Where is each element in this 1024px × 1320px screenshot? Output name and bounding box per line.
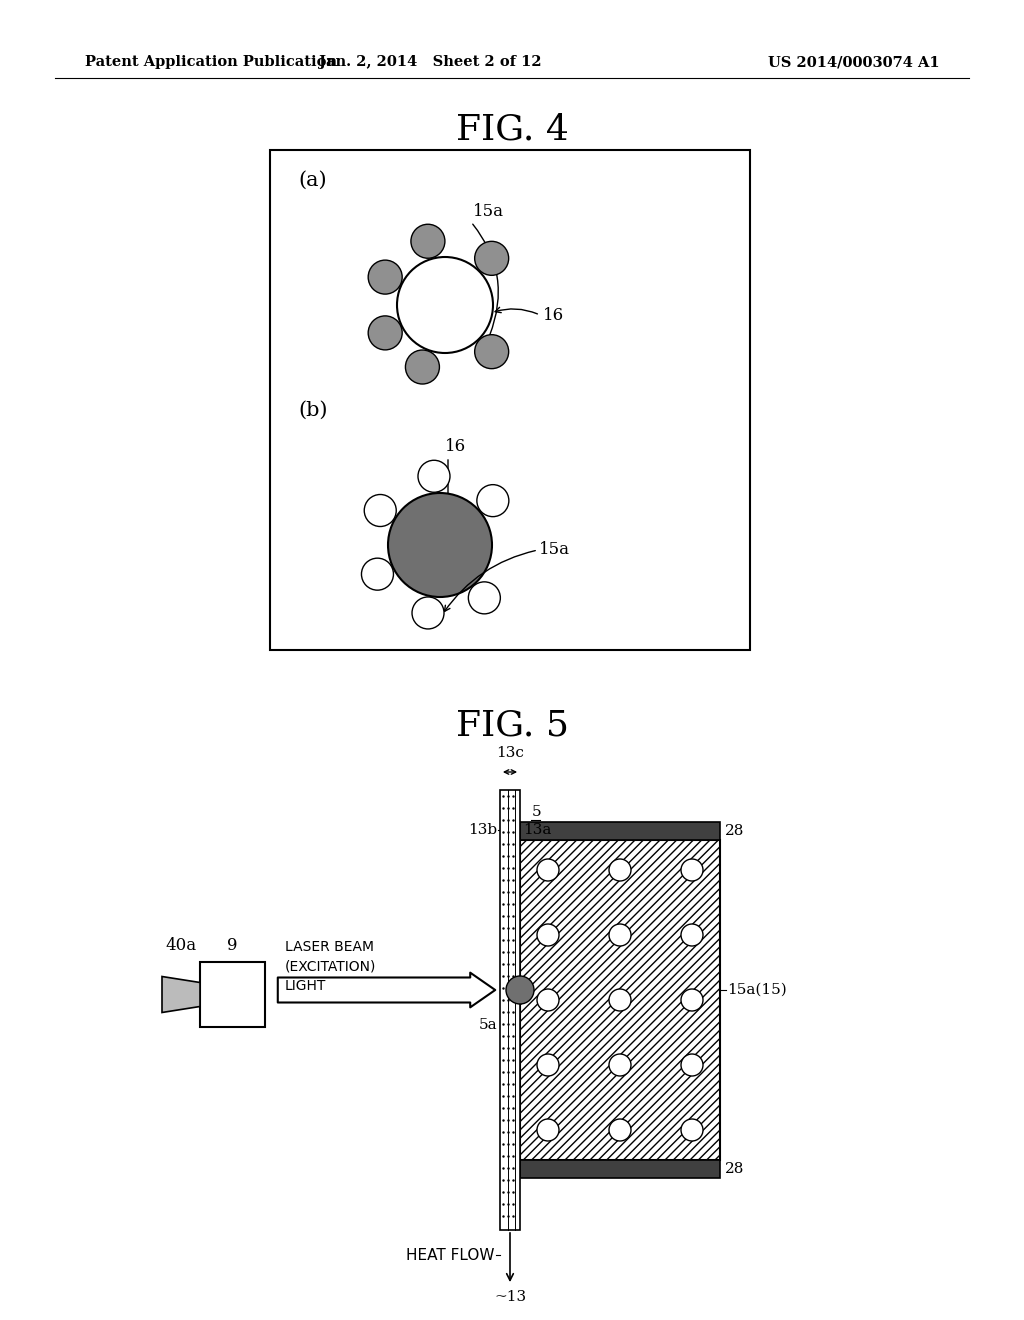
Circle shape	[537, 859, 559, 880]
Polygon shape	[162, 977, 200, 1012]
Text: 28: 28	[725, 824, 744, 838]
Text: 16: 16	[445, 438, 466, 455]
Circle shape	[397, 257, 493, 352]
Circle shape	[537, 924, 559, 946]
Text: US 2014/0003074 A1: US 2014/0003074 A1	[768, 55, 940, 69]
Circle shape	[609, 1119, 631, 1140]
Text: 15a: 15a	[539, 541, 570, 558]
Circle shape	[468, 582, 501, 614]
Text: HEAT FLOW: HEAT FLOW	[407, 1247, 495, 1262]
Bar	[520, 1160, 720, 1177]
Circle shape	[609, 989, 631, 1011]
Text: 13a: 13a	[523, 822, 551, 837]
Circle shape	[537, 989, 559, 1011]
Bar	[500, 789, 520, 1230]
Text: Patent Application Publication: Patent Application Publication	[85, 55, 337, 69]
Circle shape	[681, 924, 703, 946]
Bar	[520, 822, 720, 840]
Text: FIG. 4: FIG. 4	[456, 114, 568, 147]
Circle shape	[477, 484, 509, 516]
Text: 9: 9	[227, 937, 238, 954]
Text: 16: 16	[543, 306, 564, 323]
Text: 5: 5	[532, 805, 542, 818]
Bar	[200, 962, 265, 1027]
Circle shape	[681, 1119, 703, 1140]
Circle shape	[609, 924, 631, 946]
Circle shape	[681, 1053, 703, 1076]
Text: LASER BEAM
(EXCITATION)
LIGHT: LASER BEAM (EXCITATION) LIGHT	[285, 940, 377, 993]
Text: 13c: 13c	[496, 746, 524, 760]
Circle shape	[365, 495, 396, 527]
Circle shape	[681, 859, 703, 880]
Circle shape	[361, 558, 393, 590]
Text: Jan. 2, 2014   Sheet 2 of 12: Jan. 2, 2014 Sheet 2 of 12	[318, 55, 542, 69]
Circle shape	[475, 335, 509, 368]
Text: 5a: 5a	[478, 1018, 497, 1032]
Text: 15a(15): 15a(15)	[727, 983, 786, 997]
Circle shape	[609, 1053, 631, 1076]
Circle shape	[537, 1053, 559, 1076]
Bar	[270, 150, 750, 649]
Circle shape	[388, 492, 492, 597]
Text: ~13: ~13	[494, 1290, 526, 1304]
Circle shape	[609, 859, 631, 880]
Circle shape	[369, 315, 402, 350]
Text: (a): (a)	[298, 170, 327, 190]
Text: FIG. 5: FIG. 5	[456, 708, 568, 742]
Circle shape	[369, 260, 402, 294]
Circle shape	[411, 224, 444, 259]
Circle shape	[406, 350, 439, 384]
Text: 13b: 13b	[468, 822, 497, 837]
Circle shape	[418, 461, 450, 492]
Circle shape	[475, 242, 509, 276]
Text: 28: 28	[725, 1162, 744, 1176]
Text: 15a: 15a	[473, 203, 504, 220]
Circle shape	[506, 975, 534, 1005]
Text: (b): (b)	[298, 400, 328, 420]
Circle shape	[537, 1119, 559, 1140]
Bar	[520, 840, 720, 1160]
Circle shape	[681, 989, 703, 1011]
Circle shape	[412, 597, 444, 628]
Text: 40a: 40a	[166, 937, 197, 954]
